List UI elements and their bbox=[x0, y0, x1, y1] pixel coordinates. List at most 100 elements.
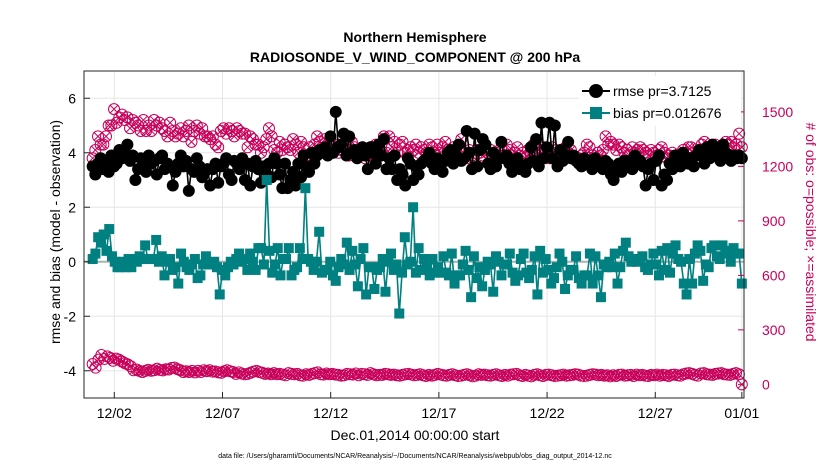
possible-marker bbox=[338, 369, 351, 382]
bias-point bbox=[623, 251, 634, 262]
bias-point bbox=[424, 270, 435, 281]
bias-point bbox=[399, 232, 410, 243]
bias-point bbox=[153, 256, 164, 267]
bias-point bbox=[267, 267, 278, 278]
bias-point bbox=[515, 254, 526, 265]
bias-point bbox=[521, 267, 532, 278]
bias-point bbox=[397, 267, 408, 278]
bias-point bbox=[198, 259, 209, 270]
bias-point bbox=[615, 262, 626, 273]
y-right-tick-label: 300 bbox=[762, 322, 786, 338]
bias-point bbox=[126, 262, 137, 273]
bias-point bbox=[214, 289, 225, 300]
bias-point bbox=[109, 256, 120, 267]
possible-top-marker bbox=[105, 119, 118, 132]
bias-point bbox=[571, 251, 582, 262]
bias-point bbox=[551, 262, 562, 273]
bias-point bbox=[388, 264, 399, 275]
possible-top-marker bbox=[180, 124, 193, 137]
bias-point bbox=[408, 202, 419, 213]
rmse-point bbox=[615, 165, 628, 178]
bias-point bbox=[305, 256, 316, 267]
bias-point bbox=[689, 248, 700, 259]
y-tick-label: 4 bbox=[68, 145, 76, 161]
bias-point bbox=[156, 251, 167, 262]
bias-point bbox=[178, 256, 189, 267]
bias-point bbox=[496, 270, 507, 281]
bias-point bbox=[560, 284, 571, 294]
bias-point bbox=[234, 248, 245, 259]
bias-point bbox=[502, 259, 513, 270]
bias-point bbox=[383, 256, 394, 267]
series-bias bbox=[87, 175, 747, 319]
bias-point bbox=[391, 259, 402, 270]
bias-point bbox=[347, 245, 358, 256]
x-tick-label: 01/01 bbox=[724, 405, 759, 421]
bias-point bbox=[416, 264, 427, 275]
y-right-tick-label: 0 bbox=[762, 376, 770, 392]
bias-point bbox=[352, 281, 363, 292]
bias-point bbox=[131, 256, 142, 267]
possible-top-marker bbox=[730, 138, 743, 151]
bias-point bbox=[471, 273, 482, 284]
rmse-point bbox=[687, 160, 700, 173]
bias-point bbox=[667, 248, 678, 259]
bias-point bbox=[665, 267, 676, 278]
bias-point bbox=[446, 248, 457, 259]
bias-point bbox=[308, 264, 319, 275]
rmse-point bbox=[452, 138, 465, 151]
bias-point bbox=[526, 264, 537, 275]
bias-point bbox=[642, 264, 653, 275]
possible-top-marker bbox=[185, 135, 198, 148]
rmse-point bbox=[388, 149, 401, 162]
rmse-point bbox=[653, 149, 666, 162]
rmse-point bbox=[273, 168, 286, 181]
bias-point bbox=[692, 240, 703, 251]
bias-point bbox=[463, 264, 474, 275]
bias-point bbox=[604, 256, 615, 267]
bias-point bbox=[532, 289, 543, 300]
bias-point bbox=[358, 243, 369, 254]
bias-point bbox=[725, 256, 736, 267]
bias-point bbox=[524, 273, 535, 284]
bias-point bbox=[325, 256, 336, 267]
bias-point bbox=[261, 175, 272, 185]
rmse-point bbox=[661, 174, 674, 186]
y-tick-label: -2 bbox=[64, 308, 77, 324]
rmse-point bbox=[548, 119, 561, 132]
y-axis-label-right: # of obs: o=possible; ×=assimilated bbox=[803, 122, 819, 341]
bias-point bbox=[493, 256, 504, 267]
x-tick-label: 12/02 bbox=[97, 405, 132, 421]
bias-point bbox=[468, 251, 479, 262]
rmse-point bbox=[182, 184, 195, 197]
bias-point bbox=[220, 270, 231, 281]
rmse-point bbox=[279, 157, 292, 170]
y-tick-label: 2 bbox=[68, 199, 76, 215]
rmse-point bbox=[225, 174, 238, 186]
possible-top-marker bbox=[177, 130, 190, 143]
bias-point bbox=[457, 259, 468, 270]
bias-point bbox=[609, 248, 620, 259]
bias-point bbox=[137, 254, 148, 265]
legend-rmse-marker bbox=[589, 84, 603, 98]
possible-top-marker bbox=[100, 130, 113, 143]
bias-point bbox=[250, 264, 261, 275]
bias-point bbox=[651, 259, 662, 270]
bias-point bbox=[104, 224, 115, 235]
bias-point bbox=[300, 183, 311, 194]
chart-title: Northern Hemisphere bbox=[343, 29, 486, 45]
bias-point bbox=[333, 262, 344, 273]
assimilated-top-marker bbox=[734, 129, 744, 139]
bias-point bbox=[637, 251, 648, 262]
bias-point bbox=[350, 259, 361, 270]
possible-marker bbox=[162, 363, 175, 376]
possible-top-marker bbox=[148, 114, 161, 127]
bias-point bbox=[151, 234, 162, 245]
possible-marker bbox=[215, 366, 228, 379]
bias-point bbox=[339, 259, 350, 270]
bias-point bbox=[430, 267, 441, 278]
bias-point bbox=[217, 264, 228, 275]
bias-point bbox=[427, 254, 438, 265]
bias-point bbox=[518, 248, 529, 259]
bias-point bbox=[490, 251, 501, 262]
